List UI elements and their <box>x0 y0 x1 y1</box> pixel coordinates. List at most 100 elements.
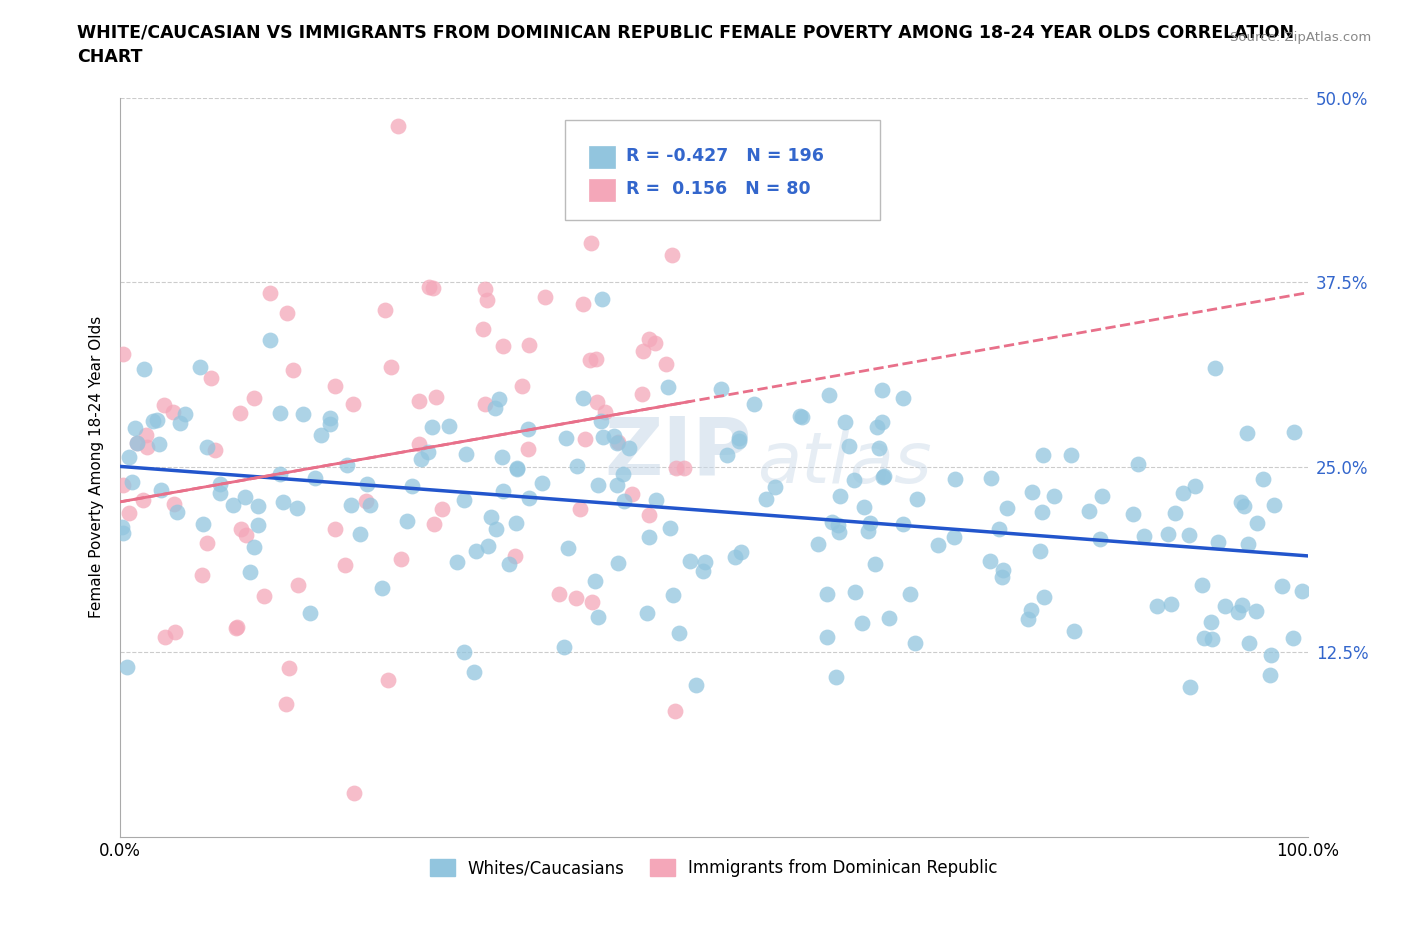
Point <box>1078 504 1101 519</box>
Point <box>859 515 882 530</box>
Point <box>1063 623 1085 638</box>
Point <box>1091 488 1114 503</box>
Point <box>311 427 333 442</box>
Point <box>815 630 838 644</box>
Point <box>208 485 231 500</box>
Point <box>658 521 681 536</box>
Point <box>873 469 896 484</box>
Point <box>1133 528 1156 543</box>
Point <box>1230 598 1253 613</box>
Point <box>463 664 485 679</box>
Point <box>572 391 595 405</box>
Point <box>815 587 838 602</box>
Point <box>1270 578 1292 593</box>
Point <box>1184 479 1206 494</box>
Point <box>488 392 510 406</box>
Point <box>828 489 851 504</box>
Point <box>818 388 841 403</box>
Point <box>872 470 894 485</box>
Point <box>755 491 778 506</box>
Point <box>1213 599 1236 614</box>
Point <box>153 630 176 644</box>
Point <box>612 467 634 482</box>
Point <box>269 466 291 481</box>
Point <box>125 435 148 450</box>
Point <box>606 556 628 571</box>
Point <box>606 477 628 492</box>
Point <box>281 363 304 378</box>
Point <box>225 621 247 636</box>
Point <box>342 396 364 411</box>
Point <box>209 477 232 492</box>
Point <box>638 508 661 523</box>
Point <box>591 291 613 306</box>
Point <box>679 553 702 568</box>
Point <box>229 405 252 420</box>
Point <box>1201 631 1223 646</box>
Point <box>418 445 440 459</box>
Point <box>454 447 477 462</box>
Point <box>422 280 444 295</box>
Text: WHITE/CAUCASIAN VS IMMIGRANTS FROM DOMINICAN REPUBLIC FEMALE POVERTY AMONG 18-24: WHITE/CAUCASIAN VS IMMIGRANTS FROM DOMIN… <box>77 23 1295 41</box>
Point <box>117 506 139 521</box>
Point <box>395 513 418 528</box>
Point <box>252 589 274 604</box>
Point <box>1291 583 1313 598</box>
Point <box>565 591 588 605</box>
Point <box>692 564 714 578</box>
Point <box>173 406 195 421</box>
Point <box>567 458 589 473</box>
Point <box>516 442 538 457</box>
Text: Source: ZipAtlas.com: Source: ZipAtlas.com <box>1230 31 1371 44</box>
Text: atlas: atlas <box>756 429 932 498</box>
Point <box>150 483 173 498</box>
Point <box>1157 527 1180 542</box>
Point <box>1206 535 1229 550</box>
Point <box>631 344 654 359</box>
Point <box>530 475 553 490</box>
Point <box>603 429 626 444</box>
FancyBboxPatch shape <box>589 146 614 168</box>
Point <box>606 436 628 451</box>
FancyBboxPatch shape <box>589 179 614 201</box>
Point <box>987 522 1010 537</box>
Point <box>304 471 326 485</box>
Point <box>1191 578 1213 592</box>
Point <box>356 494 378 509</box>
Point <box>349 526 371 541</box>
Point <box>825 670 848 684</box>
Point <box>1233 498 1256 513</box>
Point <box>112 477 135 492</box>
Point <box>630 387 652 402</box>
Point <box>246 518 269 533</box>
Point <box>547 587 569 602</box>
Point <box>1251 472 1274 487</box>
Point <box>586 477 609 492</box>
Point <box>276 306 298 321</box>
Point <box>1192 631 1215 645</box>
Point <box>1031 505 1053 520</box>
Point <box>851 616 873 631</box>
Point <box>169 416 191 431</box>
Point <box>710 382 733 397</box>
Point <box>323 521 346 536</box>
Point <box>990 569 1012 584</box>
Point <box>644 493 666 508</box>
Point <box>112 525 135 540</box>
Point <box>1246 515 1268 530</box>
Point <box>1282 631 1305 645</box>
Point <box>581 594 603 609</box>
Point <box>333 557 356 572</box>
Point <box>477 292 499 307</box>
Point <box>789 409 811 424</box>
Point <box>943 472 966 486</box>
Point <box>866 419 889 434</box>
Point <box>827 518 849 533</box>
Point <box>371 580 394 595</box>
Point <box>1178 527 1201 542</box>
Point <box>200 370 222 385</box>
Point <box>479 510 502 525</box>
Point <box>1160 597 1182 612</box>
Point <box>553 640 575 655</box>
Point <box>585 352 607 366</box>
